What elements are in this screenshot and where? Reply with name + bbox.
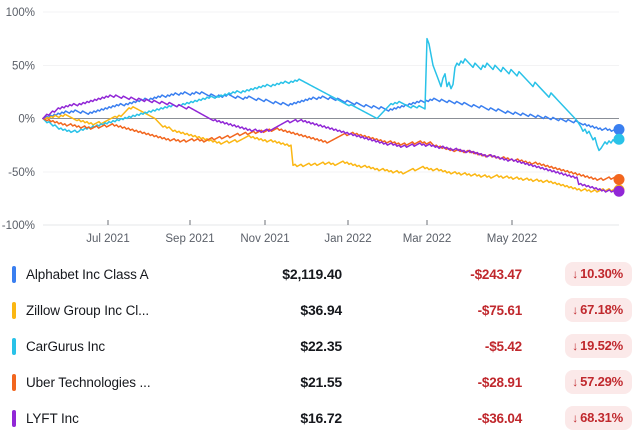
y-axis-tick-label: -50%: [8, 167, 35, 179]
series-endpoint-marker: [613, 133, 625, 145]
x-axis-tick-label: Jan 2022: [324, 233, 371, 245]
series-endpoint-marker: [613, 174, 625, 186]
percent-badge-container: ↓ 68.31%: [540, 406, 632, 430]
series-line-alphabet-inc-class-a: [42, 91, 620, 133]
percent-change-value: 67.18%: [580, 302, 623, 317]
series-color-swatch: [12, 301, 16, 319]
chart-canvas: 100% 50% 0% -50% -100% Jul 2021 Sep 2021 Nov 20…: [2, 7, 625, 245]
legend-table: Alphabet Inc Class A $2,119.40 -$243.47 ↓ 10…: [0, 256, 640, 440]
current-price: $21.55: [300, 374, 342, 390]
current-price: $36.94: [300, 302, 342, 318]
y-axis-tick-label: 50%: [12, 60, 35, 72]
series-endpoint-marker: [613, 185, 625, 197]
arrow-down-icon: ↓: [572, 302, 579, 317]
price-change-value: -$28.91: [477, 374, 523, 390]
percent-badge-container: ↓ 67.18%: [540, 298, 632, 322]
series-color-swatch: [12, 409, 16, 427]
price-comparison-chart: 100% 50% 0% -50% -100% Jul 2021 Sep 2021 Nov 20…: [2, 7, 625, 245]
percent-change-badge: ↓ 68.31%: [565, 406, 632, 430]
x-axis-tick-label: May 2022: [487, 233, 538, 245]
x-axis-tick-label: Mar 2022: [403, 233, 452, 245]
company-name[interactable]: LYFT Inc: [26, 410, 79, 426]
arrow-down-icon: ↓: [572, 374, 579, 389]
price-change-value: -$5.42: [484, 338, 522, 354]
x-axis-tick-label: Nov 2021: [240, 233, 289, 245]
percent-badge-container: ↓ 10.30%: [540, 262, 632, 286]
price-change-value: -$75.61: [477, 302, 523, 318]
percent-change-badge: ↓ 57.29%: [565, 370, 632, 394]
y-axis-tick-label: 100%: [6, 7, 35, 19]
series-line-lyft-inc: [42, 94, 620, 193]
price-change-value: -$36.04: [477, 410, 523, 426]
percent-change-badge: ↓ 19.52%: [565, 334, 632, 358]
y-axis-tick-label: -100%: [2, 220, 35, 232]
arrow-down-icon: ↓: [572, 266, 579, 281]
percent-change-value: 10.30%: [580, 266, 623, 281]
percent-change-value: 19.52%: [580, 338, 623, 353]
arrow-down-icon: ↓: [572, 338, 579, 353]
x-axis-tick-label: Jul 2021: [86, 233, 129, 245]
arrow-down-icon: ↓: [572, 410, 579, 425]
y-axis-tick-label: 0%: [18, 114, 35, 126]
percent-badge-container: ↓ 57.29%: [540, 370, 632, 394]
company-name[interactable]: Zillow Group Inc Cl...: [26, 302, 150, 318]
percent-badge-container: ↓ 19.52%: [540, 334, 632, 358]
legend-row[interactable]: Uber Technologies ... $21.55 -$28.91 ↓ 57.29…: [0, 364, 640, 400]
company-name[interactable]: Uber Technologies ...: [26, 374, 151, 390]
current-price: $16.72: [300, 410, 342, 426]
x-axis-tick-label: Sep 2021: [165, 233, 214, 245]
company-name[interactable]: Alphabet Inc Class A: [26, 266, 149, 282]
series-color-swatch: [12, 265, 16, 283]
legend-row[interactable]: Alphabet Inc Class A $2,119.40 -$243.47 ↓ 10…: [0, 256, 640, 292]
series-line-cargurus-inc: [42, 37, 620, 152]
series-line-zillow-group-inc-cl: [42, 106, 620, 193]
series-endpoint-marker: [613, 123, 625, 135]
company-name[interactable]: CarGurus Inc: [26, 338, 106, 354]
legend-row[interactable]: CarGurus Inc $22.35 -$5.42 ↓ 19.52%: [0, 328, 640, 364]
series-color-swatch: [12, 337, 16, 355]
price-change-value: -$243.47: [470, 266, 522, 282]
percent-change-value: 57.29%: [580, 374, 623, 389]
percent-change-badge: ↓ 10.30%: [565, 262, 632, 286]
percent-change-badge: ↓ 67.18%: [565, 298, 632, 322]
legend-row[interactable]: Zillow Group Inc Cl... $36.94 -$75.61 ↓ 67.1…: [0, 292, 640, 328]
legend-row[interactable]: LYFT Inc $16.72 -$36.04 ↓ 68.31%: [0, 400, 640, 436]
current-price: $22.35: [300, 338, 342, 354]
series-color-swatch: [12, 373, 16, 391]
series-line-uber-technologies: [42, 117, 620, 182]
percent-change-value: 68.31%: [580, 410, 623, 425]
current-price: $2,119.40: [282, 266, 342, 282]
